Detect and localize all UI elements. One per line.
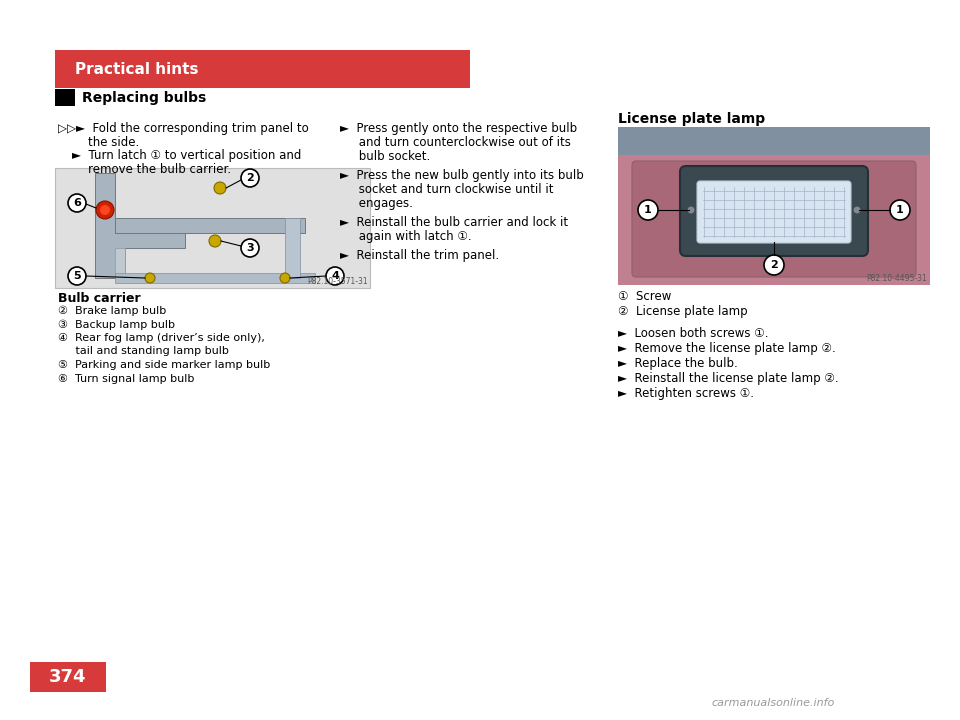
Text: ►  Retighten screws ①.: ► Retighten screws ①. <box>618 387 754 400</box>
Circle shape <box>326 267 344 285</box>
Text: and turn counterclockwise out of its: and turn counterclockwise out of its <box>340 136 571 149</box>
Polygon shape <box>115 248 125 278</box>
Text: 2: 2 <box>770 260 778 270</box>
Circle shape <box>209 235 221 247</box>
FancyBboxPatch shape <box>680 166 868 256</box>
Text: carmanualsonline.info: carmanualsonline.info <box>711 698 835 708</box>
FancyBboxPatch shape <box>618 127 930 285</box>
Text: 3: 3 <box>246 243 253 253</box>
Polygon shape <box>115 218 305 233</box>
FancyBboxPatch shape <box>618 127 930 155</box>
Circle shape <box>96 201 114 219</box>
FancyBboxPatch shape <box>632 161 916 277</box>
Text: 374: 374 <box>49 668 86 686</box>
Text: ►  Replace the bulb.: ► Replace the bulb. <box>618 357 737 370</box>
Text: bulb socket.: bulb socket. <box>340 150 430 163</box>
Polygon shape <box>115 273 315 283</box>
Text: ⑤  Parking and side marker lamp bulb: ⑤ Parking and side marker lamp bulb <box>58 360 271 370</box>
Text: 2: 2 <box>246 173 253 183</box>
Text: ③  Backup lamp bulb: ③ Backup lamp bulb <box>58 320 175 330</box>
Circle shape <box>687 206 695 214</box>
Text: Bulb carrier: Bulb carrier <box>58 292 140 305</box>
Text: ►  Loosen both screws ①.: ► Loosen both screws ①. <box>618 327 769 340</box>
Text: P82.10-3571-31: P82.10-3571-31 <box>307 277 368 286</box>
Text: 5: 5 <box>73 271 81 281</box>
Text: ⑥  Turn signal lamp bulb: ⑥ Turn signal lamp bulb <box>58 374 194 384</box>
Text: Practical hints: Practical hints <box>75 61 199 76</box>
Text: ④  Rear fog lamp (driver’s side only),: ④ Rear fog lamp (driver’s side only), <box>58 333 265 343</box>
Text: again with latch ①.: again with latch ①. <box>340 230 471 243</box>
Text: remove the bulb carrier.: remove the bulb carrier. <box>88 163 231 176</box>
Text: ►  Reinstall the license plate lamp ②.: ► Reinstall the license plate lamp ②. <box>618 372 839 385</box>
Text: ►  Reinstall the bulb carrier and lock it: ► Reinstall the bulb carrier and lock it <box>340 216 568 229</box>
Text: ►  Reinstall the trim panel.: ► Reinstall the trim panel. <box>340 249 499 262</box>
Circle shape <box>100 205 110 215</box>
Circle shape <box>241 169 259 187</box>
Text: the side.: the side. <box>88 136 139 149</box>
Text: P82.10-4495-31: P82.10-4495-31 <box>866 274 927 283</box>
Text: Replacing bulbs: Replacing bulbs <box>82 91 206 105</box>
FancyBboxPatch shape <box>55 50 470 88</box>
FancyBboxPatch shape <box>697 181 851 243</box>
Circle shape <box>638 200 658 220</box>
Text: 1: 1 <box>644 205 652 215</box>
Text: ►  Press gently onto the respective bulb: ► Press gently onto the respective bulb <box>340 122 577 135</box>
Text: engages.: engages. <box>340 197 413 210</box>
Circle shape <box>853 206 861 214</box>
Text: 6: 6 <box>73 198 81 208</box>
Text: tail and standing lamp bulb: tail and standing lamp bulb <box>58 346 228 356</box>
FancyBboxPatch shape <box>30 662 106 692</box>
Circle shape <box>890 200 910 220</box>
Circle shape <box>241 239 259 257</box>
Circle shape <box>214 182 226 194</box>
FancyBboxPatch shape <box>55 168 370 288</box>
Text: 4: 4 <box>331 271 339 281</box>
Circle shape <box>68 194 86 212</box>
Text: 1: 1 <box>896 205 904 215</box>
FancyBboxPatch shape <box>55 89 75 106</box>
Text: ►  Turn latch ① to vertical position and: ► Turn latch ① to vertical position and <box>72 149 301 162</box>
Circle shape <box>280 273 290 283</box>
Text: socket and turn clockwise until it: socket and turn clockwise until it <box>340 183 554 196</box>
Text: ►  Press the new bulb gently into its bulb: ► Press the new bulb gently into its bul… <box>340 169 584 182</box>
Circle shape <box>764 255 784 275</box>
Polygon shape <box>285 218 300 278</box>
Circle shape <box>68 267 86 285</box>
Text: ①  Screw: ① Screw <box>618 290 671 303</box>
Circle shape <box>145 273 155 283</box>
Polygon shape <box>95 173 185 278</box>
Text: ②  Brake lamp bulb: ② Brake lamp bulb <box>58 306 166 316</box>
Text: ②  License plate lamp: ② License plate lamp <box>618 305 748 318</box>
Text: License plate lamp: License plate lamp <box>618 112 765 126</box>
Text: ▷▷►  Fold the corresponding trim panel to: ▷▷► Fold the corresponding trim panel to <box>58 122 309 135</box>
Text: ►  Remove the license plate lamp ②.: ► Remove the license plate lamp ②. <box>618 342 836 355</box>
